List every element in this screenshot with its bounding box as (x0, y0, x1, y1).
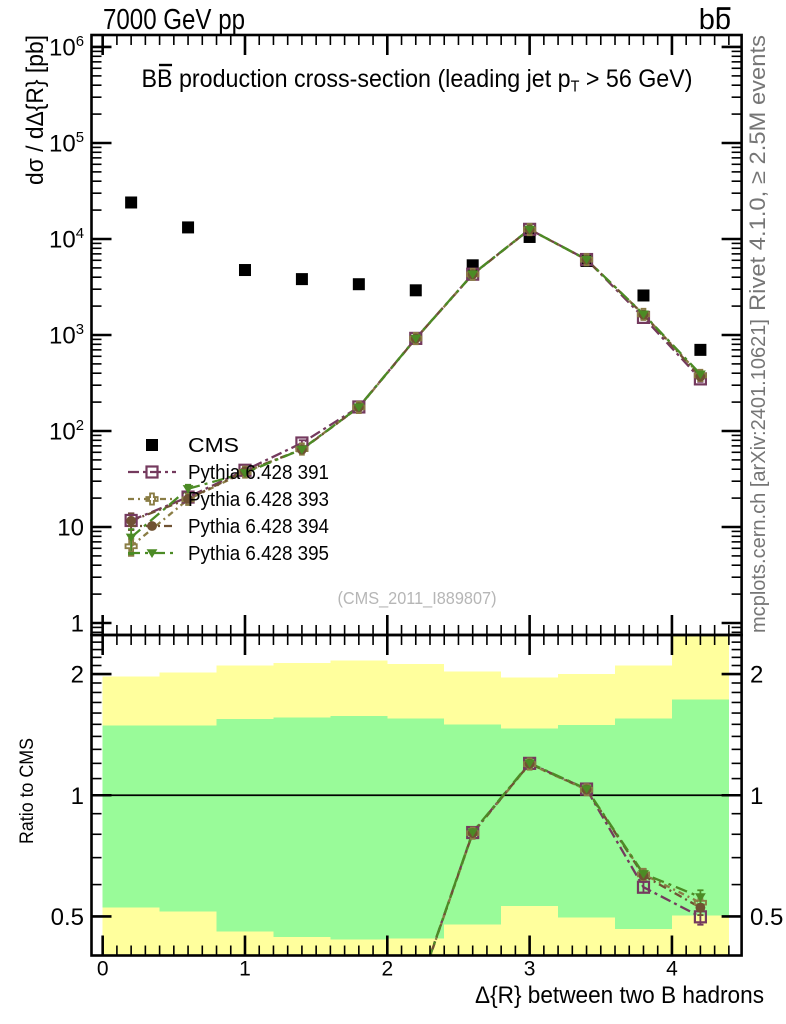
marker (353, 403, 365, 413)
legend-label: Pythia 6.428 393 (188, 489, 329, 511)
marker (636, 880, 651, 894)
marker (352, 278, 365, 291)
marker (125, 196, 138, 209)
x-tick-label: 3 (524, 958, 536, 981)
y-tick-label: 106 (49, 34, 84, 62)
marker (126, 515, 137, 526)
marker (524, 759, 536, 769)
y-tick-label: 105 (49, 130, 84, 158)
marker (239, 469, 251, 478)
band-inner-bin (558, 725, 616, 918)
legend-label: Pythia 6.428 391 (188, 462, 329, 484)
band-inner-bin (216, 719, 274, 932)
legend: CMS Pythia 6.428 391 Pythia 6.428 393 Pythi… (128, 435, 329, 565)
marker (182, 221, 195, 234)
ratio-tick-label: 1 (71, 783, 84, 810)
band-inner-bin (387, 718, 445, 939)
marker (638, 870, 649, 879)
band-inner-bin (159, 725, 217, 912)
marker (694, 343, 707, 356)
axis-tick-labels: 1 10 102 103 104 105 106 0.5 0.5 1 1 2 2 0 1 2 3 4 (49, 34, 783, 981)
legend-item: Pythia 6.428 394 (128, 516, 329, 538)
y-tick-label: 10 (57, 515, 84, 542)
marker (410, 991, 421, 1002)
legend-label: Pythia 6.428 395 (188, 543, 329, 565)
analysis-watermark: (CMS_2011_I889807) (338, 588, 497, 609)
band-inner-bin (615, 718, 672, 930)
ratio-uncertainty-bands (102, 635, 729, 956)
y-tick-label: 103 (49, 322, 84, 350)
legend-item: Pythia 6.428 393 (128, 489, 329, 511)
plot-title: BB production cross-section (leading jet… (142, 65, 693, 96)
marker (296, 445, 308, 455)
y-axis-label: dσ / dΔ{R} [pb] (22, 35, 49, 185)
ratio-panel-data (410, 756, 707, 1003)
y-tick-label: 104 (49, 226, 84, 254)
legend-marker (145, 492, 159, 506)
marker (581, 785, 592, 794)
legend-marker (146, 439, 158, 451)
marker (694, 893, 706, 902)
ratio-y-axis-label: Ratio to CMS (17, 738, 38, 844)
ratio-tick-label: 2 (71, 662, 84, 689)
band-inner-bin (273, 717, 331, 937)
series-markers-Pythia-6-428-395 (410, 759, 706, 1002)
series-markers-Pythia-6-428-395 (125, 225, 706, 543)
marker (467, 828, 479, 838)
legend-label: Pythia 6.428 394 (188, 516, 329, 538)
marker (524, 225, 536, 235)
rivet-version-note: Rivet 4.1.0, ≥ 2.5M events (745, 35, 770, 311)
band-inner-bin (501, 728, 559, 906)
band-inner-bin (330, 715, 388, 940)
band-inner-bin (102, 725, 160, 908)
ratio-tick-label-right: 2 (750, 662, 763, 689)
main-panel-data (124, 196, 707, 557)
y-tick-label: 102 (49, 418, 84, 446)
marker (581, 255, 592, 265)
x-tick-label: 4 (666, 958, 678, 981)
x-tick-label: 1 (239, 958, 251, 981)
marker (694, 370, 706, 380)
legend-item: Pythia 6.428 391 (128, 462, 329, 484)
y-tick-label: 1 (71, 611, 84, 638)
ratio-tick-label: 0.5 (51, 904, 84, 931)
legend-label: CMS (188, 435, 239, 457)
legend-item: CMS (146, 435, 239, 457)
band-inner-bin (444, 724, 502, 925)
legend-marker (145, 465, 159, 479)
ratio-tick-label-right: 0.5 (750, 904, 783, 931)
marker (183, 494, 193, 504)
beam-energy-label: 7000 GeV pp (103, 4, 245, 36)
x-axis-label: Δ{R} between two B hadrons (475, 982, 764, 1009)
marker (467, 270, 479, 280)
axes-frames-and-ticks (90, 33, 743, 957)
band-inner-bin (671, 699, 729, 916)
x-tick-label: 0 (97, 958, 109, 981)
marker (410, 334, 422, 344)
marker (411, 992, 421, 1002)
marker (638, 310, 649, 320)
marker (410, 992, 421, 1003)
ratio-tick-label-right: 1 (750, 783, 763, 810)
marker (410, 993, 421, 1002)
marker (182, 485, 194, 494)
marker (125, 533, 137, 543)
marker (409, 284, 422, 297)
legend-item: Pythia 6.428 395 (128, 543, 329, 565)
series-line (429, 762, 701, 956)
mcplots-site-note: mcplots.cern.ch [arXiv:2401.10621] (748, 319, 770, 633)
marker (295, 273, 308, 286)
marker (637, 289, 650, 302)
marker (238, 264, 251, 277)
legend-marker (146, 549, 158, 558)
legend-marker (147, 521, 157, 531)
marker (695, 902, 706, 913)
x-tick-label: 2 (381, 958, 393, 981)
